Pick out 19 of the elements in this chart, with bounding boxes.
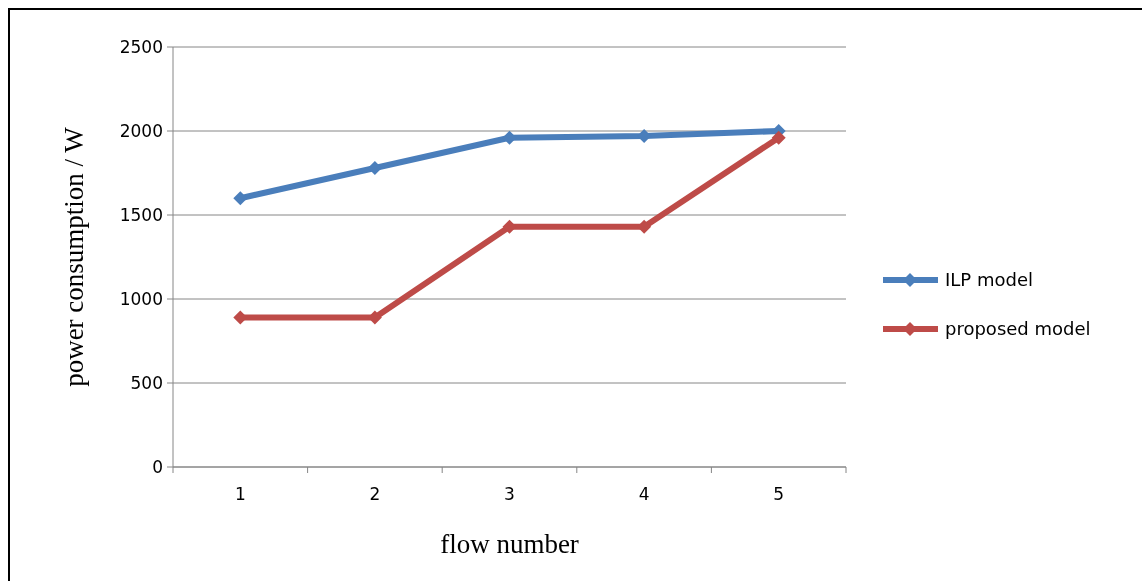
x-tick-label: 2 [369,484,381,504]
x-tick-label: 4 [638,484,650,504]
legend-label: proposed model [945,318,1091,340]
point [367,160,382,175]
y-tick-label: 2500 [119,36,163,57]
y-tick-label: 1000 [119,288,163,309]
point [637,219,652,234]
y-tick-label: 500 [130,372,163,393]
x-tick-label: 5 [773,484,785,504]
point [771,130,786,145]
x-tick-label: 1 [234,484,246,504]
y-tick-label: 1500 [119,204,163,225]
y-tick-label: 0 [152,456,163,477]
y-axis-title: power consumption / W [59,126,89,387]
legend-label: ILP model [945,269,1033,291]
point [233,191,248,206]
y-tick-label: 2000 [119,120,163,141]
x-axis-title: flow number [440,529,579,559]
x-tick-label: 3 [504,484,515,504]
